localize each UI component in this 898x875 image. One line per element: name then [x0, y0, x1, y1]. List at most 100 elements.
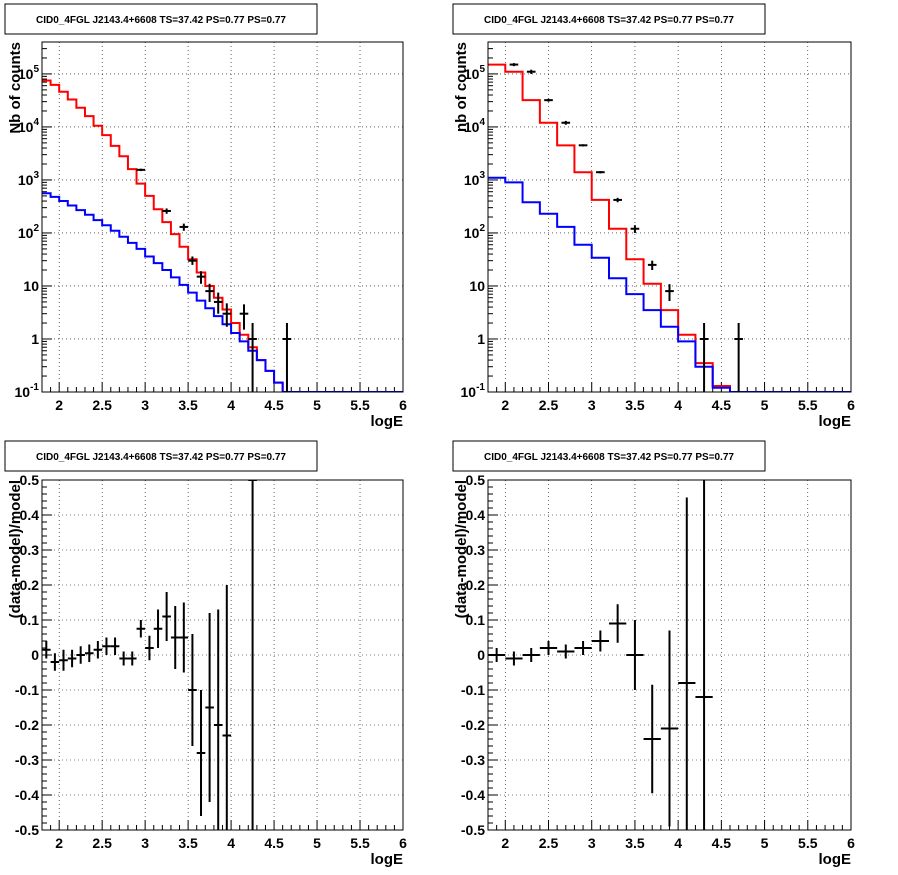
- residual-point: [196, 690, 206, 816]
- y-axis-title: Nb of counts: [7, 42, 24, 134]
- residual-point: [127, 651, 137, 666]
- title-box: [452, 3, 766, 35]
- data-point: [561, 120, 571, 125]
- y-tick-label: 0.4: [20, 507, 40, 523]
- x-tick-label: 5.5: [798, 397, 818, 413]
- x-tick-label: 3.5: [178, 835, 198, 851]
- x-tick-label: 3.5: [178, 397, 198, 413]
- chart-pad-4: CID0_4FGL J2143.4+6608 TS=37.42 PS=0.77 …: [452, 440, 855, 868]
- y-tick-label: 10: [23, 278, 39, 294]
- histogram-series-2: [42, 192, 403, 392]
- residual-point: [50, 653, 60, 671]
- x-tick-label: 6: [399, 835, 407, 851]
- y-tick-label: 103: [18, 170, 40, 188]
- x-tick-label: 5: [313, 835, 321, 851]
- plot-frame: [41, 41, 404, 393]
- histogram-series-1: [488, 63, 851, 392]
- residual-point: [145, 635, 154, 661]
- y-tick-label: 105: [464, 64, 486, 82]
- residual-point: [102, 637, 111, 655]
- y-tick-label: 0.3: [466, 542, 486, 558]
- y-tick-label: 104: [18, 117, 40, 135]
- residual-point: [93, 641, 103, 659]
- data-point: [596, 171, 605, 174]
- x-tick-label: 5: [761, 835, 769, 851]
- data-point: [544, 98, 553, 102]
- data-point: [647, 260, 657, 271]
- y-tick-label: 104: [464, 117, 486, 135]
- y-axis-title: nb of counts: [453, 42, 470, 132]
- axis-ticks: [487, 41, 852, 393]
- x-tick-label: 5.5: [350, 835, 370, 851]
- data-point: [665, 284, 674, 302]
- data-point: [699, 323, 709, 392]
- residual-point: [643, 684, 661, 794]
- residual-point: [59, 649, 68, 671]
- data-point: [205, 283, 214, 302]
- chart-pad-2: CID0_4FGL J2143.4+6608 TS=37.42 PS=0.77 …: [452, 3, 855, 430]
- y-tick-label: 0: [31, 647, 39, 663]
- y-tick-label: 0.2: [20, 577, 40, 593]
- residual-point: [67, 649, 77, 668]
- residual-point: [695, 480, 713, 830]
- y-tick-label: 102: [18, 223, 40, 241]
- x-tick-label: 5: [761, 397, 769, 413]
- chart-pad-3: CID0_4FGL J2143.4+6608 TS=37.42 PS=0.77 …: [4, 440, 407, 868]
- x-tick-label: 2: [55, 397, 63, 413]
- residual-point: [557, 644, 575, 659]
- histogram-series-2: [488, 176, 851, 392]
- residual-point: [248, 480, 257, 830]
- x-tick-label: 4: [227, 835, 235, 851]
- plot-frame: [487, 479, 852, 831]
- x-tick-label: 3: [588, 835, 596, 851]
- x-tick-label: 3: [588, 397, 596, 413]
- residual-point: [110, 637, 120, 655]
- y-tick-label: 0.2: [466, 577, 486, 593]
- title-box: [4, 440, 318, 472]
- y-tick-label: 0.1: [20, 612, 40, 628]
- y-tick-label: 0.5: [20, 472, 40, 488]
- data-point: [509, 63, 519, 67]
- x-tick-label: 2.5: [539, 835, 559, 851]
- data-point: [179, 223, 189, 231]
- x-tick-label: 4.5: [264, 835, 284, 851]
- y-tick-label: 102: [464, 223, 486, 241]
- y-tick-label: 0.5: [466, 472, 486, 488]
- grid: [42, 480, 403, 830]
- residual-point: [213, 609, 223, 830]
- data-point: [162, 208, 171, 214]
- residual-point: [42, 641, 51, 659]
- data-point: [213, 292, 223, 314]
- y-tick-label: 10-1: [15, 382, 40, 400]
- y-tick-label: -0.4: [461, 787, 485, 803]
- y-tick-label: 103: [464, 170, 486, 188]
- plot-area: [488, 63, 851, 392]
- data-point: [282, 323, 292, 392]
- y-tick-label: -0.4: [15, 787, 39, 803]
- y-tick-label: 0: [477, 647, 485, 663]
- residual-point: [488, 648, 506, 662]
- chart-title: CID0_4FGL J2143.4+6608 TS=37.42 PS=0.77 …: [36, 15, 286, 26]
- x-tick-label: 3: [141, 835, 149, 851]
- x-axis-title: logE: [371, 413, 404, 430]
- x-tick-label: 3: [141, 397, 149, 413]
- data-point: [630, 225, 640, 233]
- x-tick-label: 6: [847, 397, 855, 413]
- chart-title: CID0_4FGL J2143.4+6608 TS=37.42 PS=0.77 …: [36, 452, 286, 463]
- x-axis-title: logE: [371, 851, 404, 868]
- residual-point: [522, 648, 540, 662]
- y-tick-label: -0.1: [461, 682, 485, 698]
- residual-point: [626, 620, 644, 690]
- x-tick-label: 4: [227, 397, 235, 413]
- x-tick-label: 5: [313, 397, 321, 413]
- chart-pad-1: CID0_4FGL J2143.4+6608 TS=37.42 PS=0.77 …: [4, 3, 407, 430]
- x-tick-label: 2: [55, 835, 63, 851]
- histogram-series-1: [42, 79, 403, 392]
- residual-point: [609, 604, 627, 643]
- data-point: [734, 323, 743, 392]
- x-tick-label: 4: [674, 397, 682, 413]
- residual-point: [162, 592, 171, 641]
- data-point: [526, 69, 536, 74]
- data-point: [613, 197, 622, 203]
- y-tick-label: 0.3: [20, 542, 40, 558]
